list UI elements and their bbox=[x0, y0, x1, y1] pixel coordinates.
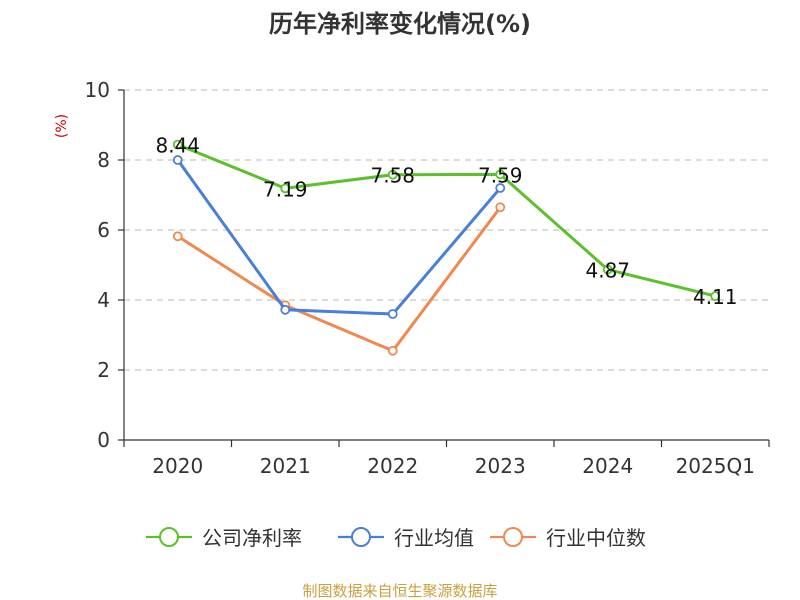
data-labels: 8.44 7.19 7.58 7.59 4.87 4.11 bbox=[155, 134, 737, 310]
data-point bbox=[495, 169, 506, 180]
x-tick-label: 2023 bbox=[475, 454, 526, 478]
data-point bbox=[710, 291, 721, 302]
data-label: 7.59 bbox=[478, 163, 523, 187]
series-layer bbox=[172, 139, 721, 356]
data-point bbox=[387, 169, 398, 180]
legend-label-0: 公司净利率 bbox=[202, 526, 302, 550]
x-tick-label: 2025Q1 bbox=[676, 454, 755, 478]
data-point bbox=[280, 304, 291, 315]
data-point bbox=[172, 231, 183, 242]
y-tick-label: 8 bbox=[97, 148, 110, 172]
y-tick-label: 4 bbox=[97, 288, 110, 312]
y-tick-label: 6 bbox=[97, 218, 110, 242]
axes: 0 2 4 6 8 10 2020 2021 2022 2023 2024 2025Q1 bbox=[85, 78, 770, 478]
data-point bbox=[602, 264, 613, 275]
data-point bbox=[495, 183, 506, 193]
data-point bbox=[387, 309, 398, 319]
data-point bbox=[280, 183, 291, 194]
data-label: 4.11 bbox=[693, 285, 738, 309]
source-note: 制图数据来自恒生聚源数据库 bbox=[302, 582, 497, 600]
x-tick-label: 2024 bbox=[582, 454, 633, 478]
y-axis-unit: (%) bbox=[54, 114, 70, 138]
legend-label-1: 行业均值 bbox=[394, 526, 474, 550]
grid-lines bbox=[124, 89, 769, 371]
data-label: 7.58 bbox=[370, 164, 415, 188]
chart-title: 历年净利率变化情况(%) bbox=[269, 10, 531, 38]
y-tick-label: 0 bbox=[97, 428, 110, 452]
legend-marker-0 bbox=[159, 527, 179, 547]
series-line-0 bbox=[176, 143, 717, 298]
x-tick-label: 2020 bbox=[152, 454, 203, 478]
data-label: 4.87 bbox=[585, 259, 630, 283]
data-label: 8.44 bbox=[155, 134, 200, 158]
series-line-1 bbox=[176, 158, 502, 316]
data-point bbox=[172, 155, 183, 165]
legend-label-2: 行业中位数 bbox=[546, 526, 646, 550]
data-point bbox=[495, 202, 506, 213]
data-point bbox=[172, 139, 183, 150]
x-tick-label: 2021 bbox=[260, 454, 311, 478]
data-point bbox=[387, 345, 398, 356]
y-tick-label: 10 bbox=[85, 78, 110, 102]
legend: 公司净利率 行业均值 行业中位数 bbox=[146, 526, 646, 550]
series-line-2 bbox=[176, 205, 502, 353]
y-tick-label: 2 bbox=[97, 358, 110, 382]
data-label: 7.19 bbox=[263, 177, 308, 201]
legend-marker-2 bbox=[503, 527, 523, 547]
legend-marker-1 bbox=[351, 527, 371, 547]
x-tick-label: 2022 bbox=[367, 454, 418, 478]
